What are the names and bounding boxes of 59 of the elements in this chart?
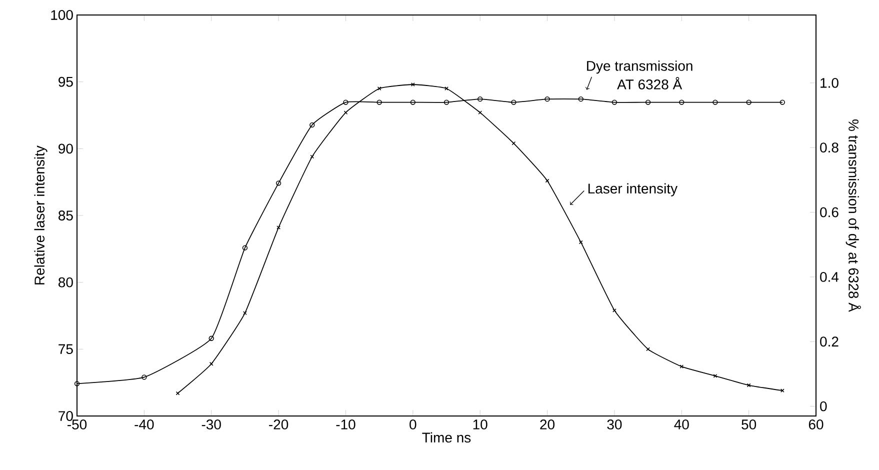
- y-tick-label: 75: [58, 344, 73, 354]
- point: [343, 100, 348, 105]
- x-tick-label: -30: [202, 420, 221, 430]
- x-axis-title: Time ns: [422, 432, 471, 443]
- x-tick-label: 30: [607, 420, 622, 430]
- point: [712, 100, 718, 105]
- x-tick-label: -50: [68, 420, 87, 430]
- y-tick-label: 85: [58, 210, 73, 220]
- point: [410, 100, 416, 105]
- point: [478, 96, 483, 102]
- y2-tick-label: 0.2: [820, 336, 838, 347]
- x-tick-label: 40: [674, 420, 689, 430]
- y2-axis-title: % transmission of dy at 6328 Å: [846, 120, 861, 312]
- annotation: Dye transmission: [587, 60, 692, 74]
- point: [142, 374, 147, 380]
- point: [310, 122, 315, 128]
- y-tick-label: 95: [58, 76, 73, 87]
- x-tick-label: -10: [336, 420, 356, 430]
- y2-tick-label: 0: [820, 401, 827, 412]
- point: [645, 100, 651, 105]
- point: [746, 100, 752, 105]
- point: [746, 383, 751, 388]
- point: [276, 226, 280, 230]
- annotation: AT 6328 Å: [617, 77, 682, 90]
- x-tick-label: 10: [473, 420, 488, 430]
- point: [208, 336, 214, 341]
- y2-tick-label: 0.8: [820, 142, 838, 153]
- y2-tick-label: 1.0: [820, 78, 838, 88]
- point: [376, 100, 382, 105]
- point: [578, 96, 584, 102]
- point: [276, 180, 282, 186]
- x-tick-label: 50: [742, 420, 756, 430]
- point: [612, 308, 616, 312]
- x-tick-label: -40: [134, 420, 154, 430]
- y-tick-label: 100: [51, 10, 73, 20]
- point: [511, 100, 516, 105]
- y2-tick-label: 0.6: [820, 207, 838, 218]
- y-tick-label: 80: [58, 277, 73, 288]
- point: [310, 154, 314, 159]
- annotation: Laser intensity: [588, 183, 678, 196]
- x-tick-label: 20: [540, 420, 555, 430]
- point: [209, 362, 214, 366]
- x-tick-label: -20: [269, 420, 288, 430]
- point: [679, 100, 684, 105]
- y-tick-label: 90: [58, 144, 73, 154]
- point: [478, 110, 482, 115]
- y2-tick-label: 0.4: [820, 272, 839, 282]
- y-tick-label: 70: [58, 411, 73, 421]
- x-tick-label: 0: [410, 420, 416, 430]
- point: [512, 141, 516, 146]
- point: [444, 100, 450, 105]
- point: [544, 96, 550, 102]
- point: [612, 100, 618, 105]
- point: [243, 311, 247, 316]
- point: [242, 245, 248, 250]
- y-axis-title: Relative laser intensity: [34, 146, 48, 284]
- point: [444, 86, 448, 90]
- x-tick-label: 60: [808, 420, 824, 430]
- point: [545, 178, 550, 183]
